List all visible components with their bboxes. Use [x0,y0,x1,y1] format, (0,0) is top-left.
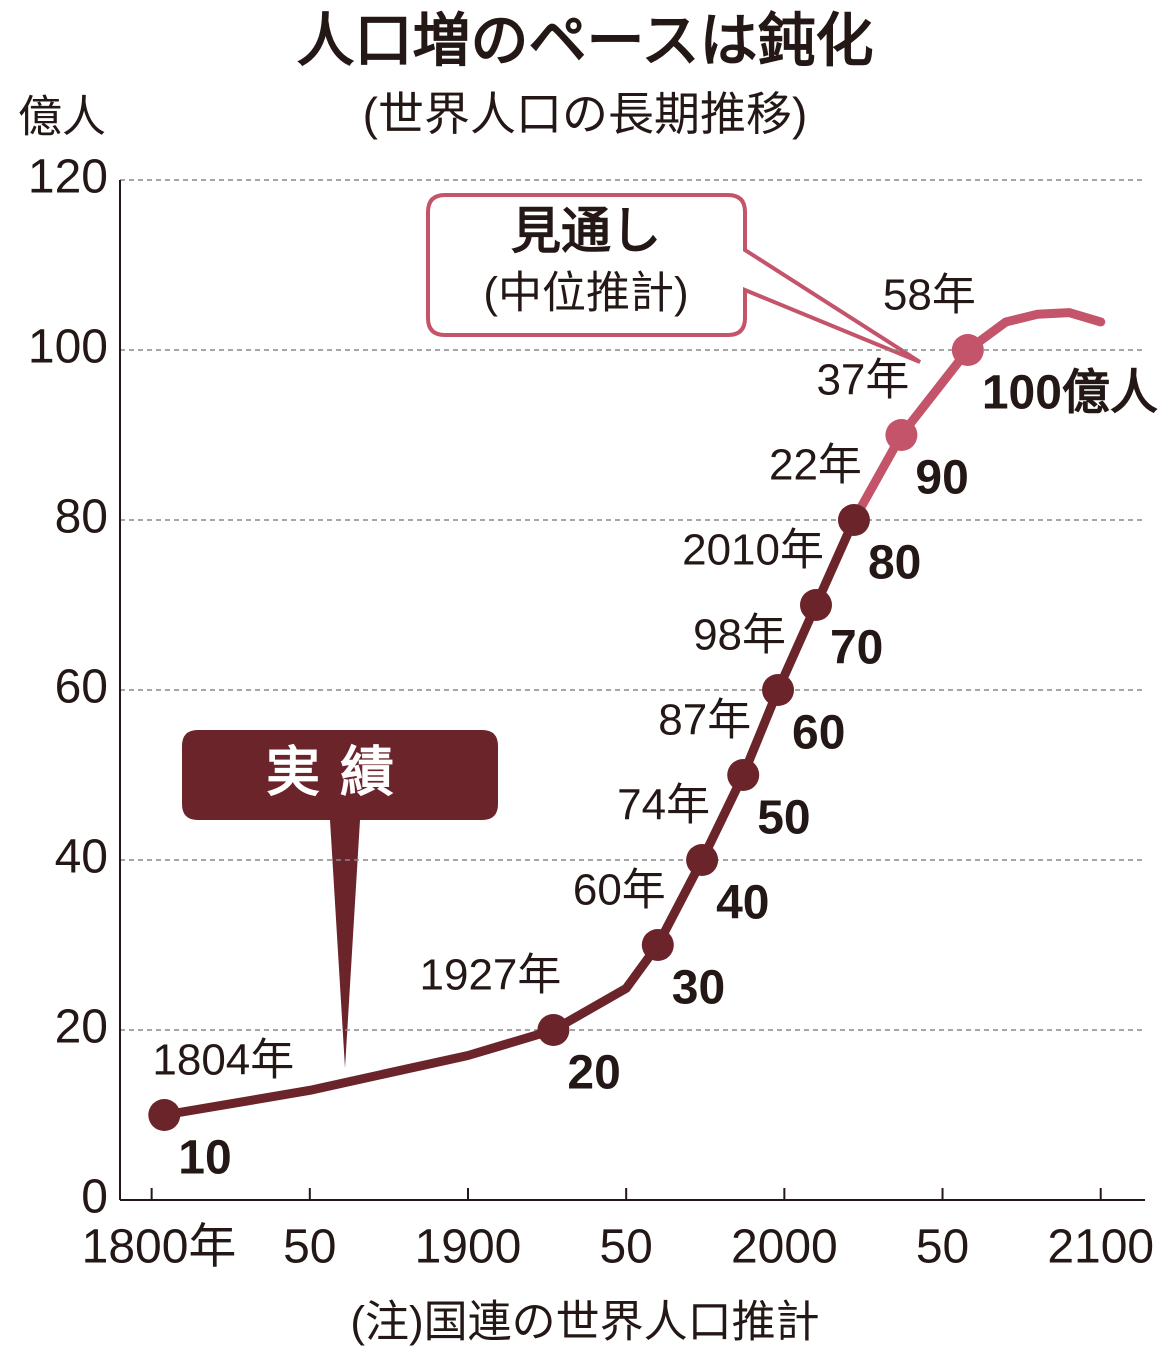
callout-forecast-label: 見通し [511,203,661,259]
milestone-value: 30 [672,962,725,1015]
milestone-value: 40 [716,877,769,930]
x-tick-label: 50 [283,1221,336,1274]
milestone-year: 37年 [816,356,909,405]
callout-forecast-note: (中位推計) [483,269,688,318]
chart-title: 人口増のペースは鈍化 [296,8,873,73]
milestone-marker [148,1099,181,1131]
milestone-marker [951,334,984,366]
milestone-value: 100億人 [982,367,1158,420]
milestone-marker [885,419,918,451]
callout-actual [182,730,498,1068]
y-tick-label: 80 [55,491,108,544]
x-tick-label: 2000 [731,1221,838,1274]
milestone-marker [837,504,870,536]
y-tick-label: 40 [55,831,108,884]
y-tick-label: 0 [81,1171,108,1224]
milestone-value: 90 [915,452,968,505]
x-tick-label: 1800年 [82,1221,237,1274]
milestone-marker [727,759,760,791]
milestone-year: 1927年 [420,951,562,1000]
y-unit: 億人 [18,93,106,142]
milestone-marker [686,844,719,876]
milestone-year: 60年 [573,866,666,915]
y-tick-label: 100 [28,321,108,374]
milestone-year: 87年 [658,696,751,745]
milestone-year: 1804年 [152,1036,294,1085]
milestone-value: 70 [830,622,883,675]
milestone-marker [641,929,674,961]
milestone-year: 98年 [693,611,786,660]
milestone-marker [799,589,832,621]
milestone-value: 60 [792,707,845,760]
y-tick-label: 120 [28,151,108,204]
milestone-year: 22年 [769,441,862,490]
callout-forecast [426,193,922,364]
chart-subtitle: (世界人口の長期推移) [363,88,808,140]
x-tick-label: 50 [599,1221,652,1274]
milestone-year: 58年 [883,271,976,320]
milestone-year: 2010年 [682,526,824,575]
y-tick-label: 20 [55,1001,108,1054]
x-tick-label: 1900 [415,1221,522,1274]
y-tick-label: 60 [55,661,108,714]
note: (注)国連の世界人口推計 [350,1298,819,1347]
milestone-value: 80 [868,537,921,590]
milestone-year: 74年 [617,781,710,830]
milestone-marker [537,1014,570,1046]
milestone-value: 10 [178,1132,231,1185]
milestone-marker [762,674,795,706]
milestone-value: 20 [567,1047,620,1100]
x-tick-label: 50 [916,1221,969,1274]
callout-actual-label: 実績 [266,742,414,802]
milestone-value: 50 [757,792,810,845]
x-tick-label: 2100 [1047,1221,1154,1274]
